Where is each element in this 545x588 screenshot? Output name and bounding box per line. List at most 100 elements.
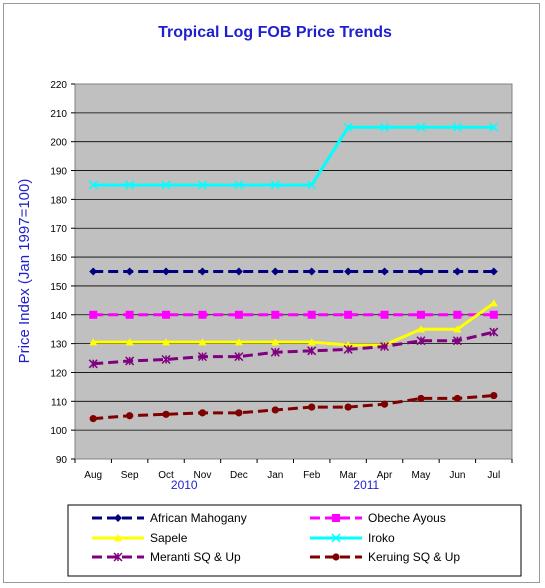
series-iroko (88, 122, 499, 190)
series-line (93, 394, 494, 421)
y-axis-label: Price Index (Jan 1997=100) (16, 179, 33, 364)
data-point (89, 338, 98, 346)
data-point (198, 338, 207, 346)
y-tick-label: 110 (51, 397, 67, 408)
data-point (417, 394, 425, 403)
data-point (234, 352, 244, 362)
data-point (489, 327, 499, 337)
legend-label: Meranti SQ & Up (150, 550, 241, 564)
data-point (453, 394, 461, 403)
data-point (125, 338, 134, 346)
data-point (332, 553, 340, 561)
legend-item: Keruing SQ & Up (310, 550, 460, 564)
data-point (161, 354, 171, 365)
y-tick-label: 140 (50, 311, 67, 322)
legend-item: Iroko (310, 531, 395, 545)
series-layer (88, 122, 499, 423)
data-point (380, 267, 389, 276)
x-axis-ticks: Aug Sep Oct Nov Dec Jan Feb Mar Apr May Jun Jul (74, 459, 513, 481)
data-point (197, 352, 207, 362)
data-point (235, 409, 243, 417)
x-tick-label: Aug (84, 470, 102, 481)
data-point (271, 310, 280, 319)
data-point (234, 310, 243, 319)
data-point (271, 267, 280, 276)
data-point (416, 336, 426, 346)
data-point (416, 122, 426, 132)
data-point (125, 356, 135, 366)
y-tick-label: 180 (50, 195, 67, 206)
data-point (453, 325, 462, 333)
legend-item: African Mahogany (92, 511, 247, 525)
data-point (234, 338, 243, 346)
data-point (307, 310, 316, 319)
legend-label: Iroko (368, 531, 395, 545)
x-tick-label: Jul (487, 470, 500, 481)
data-point (332, 514, 340, 522)
data-point (380, 122, 390, 132)
data-point (453, 310, 462, 319)
data-point (125, 310, 134, 319)
data-point (380, 400, 389, 408)
data-point (489, 267, 498, 276)
year-label: 2010 (171, 478, 198, 492)
data-point (126, 412, 134, 420)
legend-label: Obeche Ayous (368, 511, 446, 525)
data-point (416, 310, 425, 319)
data-point (490, 391, 498, 400)
legend-item: Meranti SQ & Up (92, 550, 241, 564)
data-point (308, 403, 316, 411)
x-tick-label: Jun (449, 470, 465, 481)
data-point (344, 403, 352, 411)
x-tick-label: Apr (377, 470, 393, 481)
y-tick-label: 210 (50, 109, 67, 120)
data-point (453, 267, 462, 276)
y-tick-label: 220 (50, 80, 67, 91)
data-point (416, 267, 425, 276)
legend-label: Keruing SQ & Up (368, 550, 460, 564)
series-line (93, 302, 495, 347)
data-point (234, 267, 243, 276)
data-point (88, 180, 98, 190)
data-point (162, 410, 170, 418)
data-point (198, 310, 207, 319)
series-line (93, 330, 495, 366)
legend-label: Sapele (150, 531, 188, 545)
data-point (197, 180, 207, 190)
series-african-mahogany (89, 267, 498, 276)
data-point (307, 338, 316, 346)
x-tick-label: Dec (230, 470, 248, 481)
series-line (93, 125, 494, 187)
data-point (452, 336, 462, 346)
data-point (343, 344, 353, 354)
legend-label: African Mahogany (150, 511, 247, 525)
data-point (331, 533, 341, 543)
data-point (234, 180, 244, 190)
data-point (270, 180, 280, 190)
data-point (114, 534, 122, 542)
y-tick-label: 120 (50, 368, 67, 379)
legend-items: African Mahogany Obeche Ayous Sapele Iroko M… (92, 511, 460, 564)
data-point (89, 415, 97, 423)
legend (67, 504, 522, 577)
x-tick-label: Sep (121, 470, 139, 481)
data-point (162, 338, 171, 346)
data-point (198, 267, 207, 276)
data-point (380, 310, 389, 319)
data-point (307, 346, 317, 356)
legend-item: Obeche Ayous (310, 511, 446, 525)
data-point (125, 180, 135, 190)
data-point (344, 310, 353, 319)
data-point (307, 267, 316, 276)
data-point (416, 325, 425, 333)
data-point (344, 267, 353, 276)
data-point (88, 359, 98, 369)
data-point (489, 122, 499, 132)
data-point (161, 180, 171, 190)
y-tick-label: 130 (50, 340, 67, 351)
series-keruing-sq-up (89, 391, 498, 423)
x-tick-label: May (412, 470, 431, 481)
data-point (489, 310, 498, 319)
data-point (114, 514, 122, 522)
